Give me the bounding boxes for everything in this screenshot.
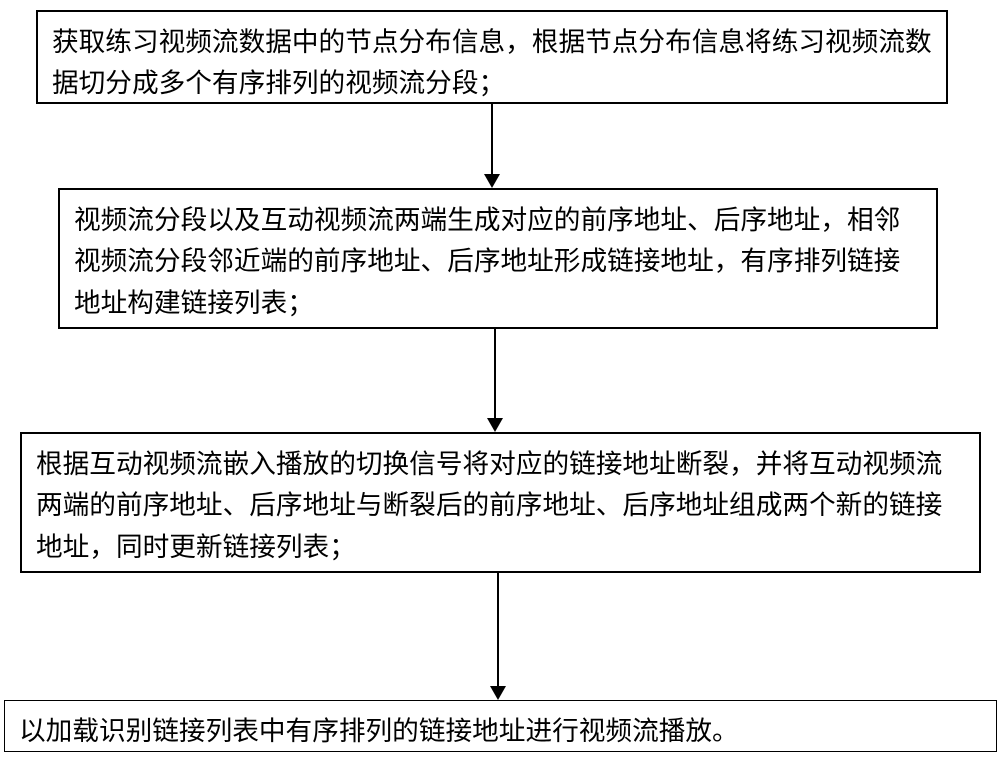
flow-step-4: 以加载识别链接列表中有序排列的链接地址进行视频流播放。	[4, 700, 997, 752]
flow-step-3: 根据互动视频流嵌入播放的切换信号将对应的链接地址断裂，并将互动视频流两端的前序地…	[20, 432, 981, 573]
flowchart-container: 获取练习视频流数据中的节点分布信息，根据节点分布信息将练习视频流数据切分成多个有…	[0, 0, 1000, 772]
flow-step-1: 获取练习视频流数据中的节点分布信息，根据节点分布信息将练习视频流数据切分成多个有…	[36, 10, 948, 104]
flow-step-2: 视频流分段以及互动视频流两端生成对应的前序地址、后序地址，相邻视频流分段邻近端的…	[58, 188, 938, 329]
